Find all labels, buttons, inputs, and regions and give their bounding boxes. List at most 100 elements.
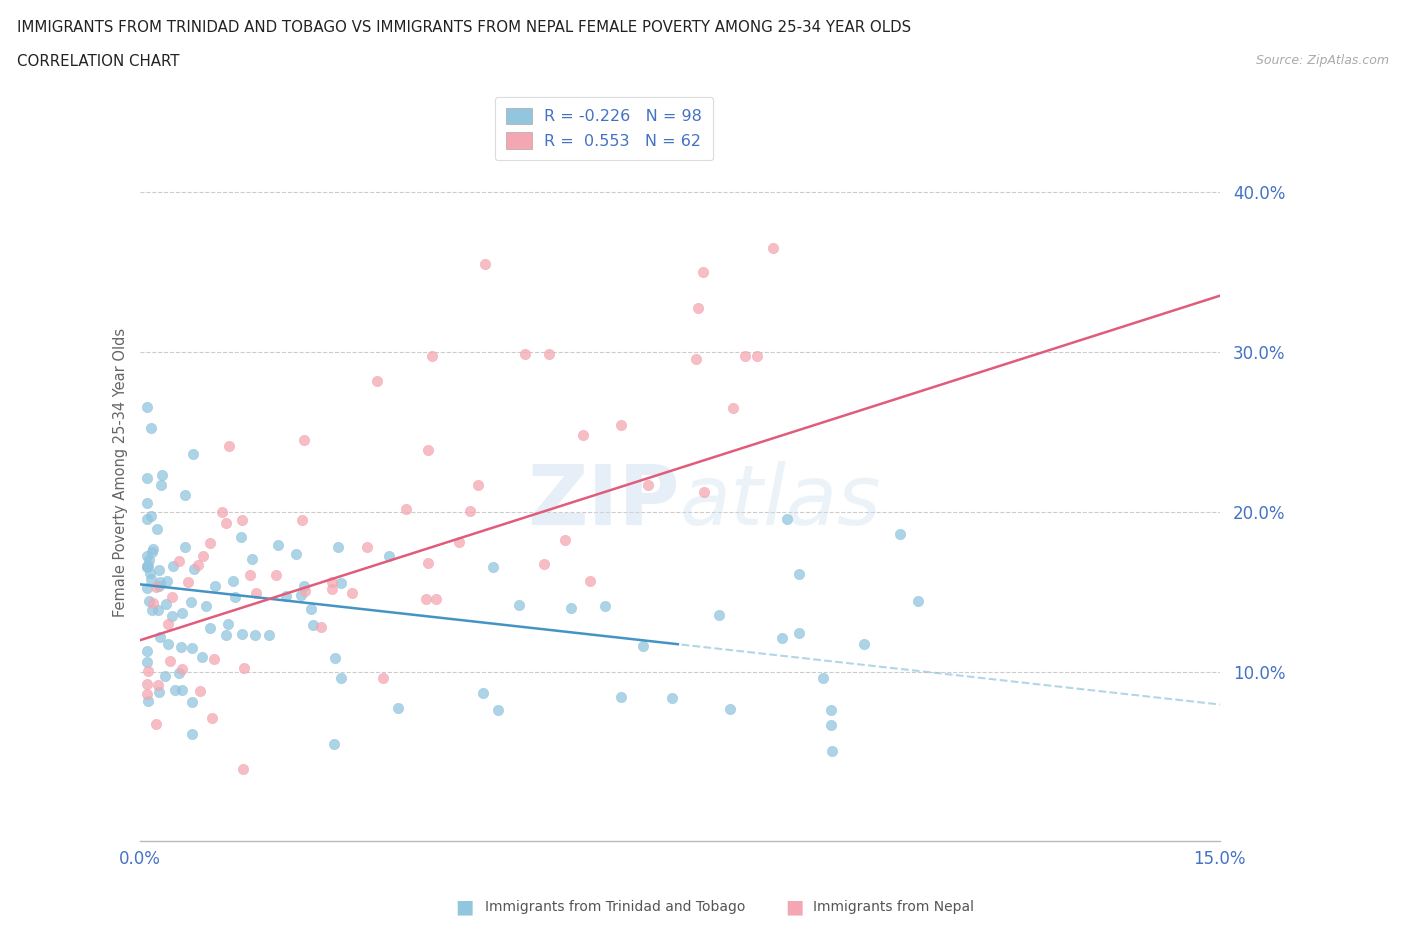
- Point: [224, 590, 246, 604]
- Point: [135, 687, 157, 702]
- Point: [181, 641, 204, 656]
- Point: [139, 565, 162, 580]
- Point: [135, 495, 157, 510]
- Point: [141, 420, 163, 435]
- Point: [201, 711, 224, 725]
- Point: [533, 557, 555, 572]
- Point: [394, 501, 416, 516]
- Point: [215, 516, 238, 531]
- Point: [718, 702, 741, 717]
- Point: [820, 718, 842, 733]
- Point: [458, 504, 481, 519]
- Point: [188, 684, 211, 698]
- Text: ■: ■: [785, 897, 804, 916]
- Point: [907, 594, 929, 609]
- Point: [366, 374, 388, 389]
- Point: [135, 559, 157, 574]
- Point: [170, 639, 193, 654]
- Point: [136, 694, 159, 709]
- Point: [447, 534, 470, 549]
- Point: [387, 701, 409, 716]
- Point: [486, 703, 509, 718]
- Point: [177, 575, 200, 590]
- Point: [141, 509, 163, 524]
- Point: [138, 552, 160, 567]
- Point: [194, 598, 217, 613]
- Point: [138, 664, 160, 679]
- Point: [707, 607, 730, 622]
- Point: [579, 573, 602, 588]
- Point: [610, 689, 633, 704]
- Point: [290, 588, 312, 603]
- Text: ■: ■: [454, 897, 474, 916]
- Text: CORRELATION CHART: CORRELATION CHART: [17, 54, 180, 69]
- Point: [294, 583, 316, 598]
- Point: [136, 559, 159, 574]
- Point: [218, 438, 240, 453]
- Point: [309, 619, 332, 634]
- Point: [163, 683, 186, 698]
- Point: [181, 726, 204, 741]
- Point: [231, 627, 253, 642]
- Point: [142, 595, 165, 610]
- Point: [685, 352, 707, 366]
- Point: [292, 578, 315, 593]
- Point: [811, 671, 834, 685]
- Point: [820, 743, 842, 758]
- Point: [259, 628, 281, 643]
- Point: [136, 580, 159, 595]
- Point: [560, 600, 582, 615]
- Point: [747, 349, 769, 364]
- Point: [537, 347, 560, 362]
- Point: [233, 660, 256, 675]
- Point: [198, 536, 221, 551]
- Point: [191, 549, 214, 564]
- Point: [170, 661, 193, 676]
- Point: [145, 579, 167, 594]
- Point: [148, 684, 170, 699]
- Point: [202, 651, 225, 666]
- Point: [276, 589, 298, 604]
- Point: [415, 592, 437, 607]
- Point: [211, 505, 233, 520]
- Point: [159, 654, 181, 669]
- Point: [187, 558, 209, 573]
- Point: [416, 443, 439, 458]
- Point: [373, 671, 395, 685]
- Point: [323, 650, 346, 665]
- Point: [145, 717, 167, 732]
- Point: [789, 566, 811, 581]
- Point: [609, 418, 631, 433]
- Point: [156, 636, 179, 651]
- Point: [135, 512, 157, 526]
- Point: [342, 586, 364, 601]
- Point: [183, 446, 205, 461]
- Point: [245, 627, 267, 642]
- Point: [183, 562, 205, 577]
- Point: [217, 617, 239, 631]
- Point: [593, 599, 616, 614]
- Point: [820, 703, 842, 718]
- Point: [173, 487, 195, 502]
- Point: [572, 427, 595, 442]
- Text: atlas: atlas: [679, 461, 882, 542]
- Point: [231, 512, 253, 527]
- Point: [169, 553, 191, 568]
- Point: [139, 571, 162, 586]
- Point: [167, 666, 190, 681]
- Point: [299, 602, 322, 617]
- Point: [150, 478, 173, 493]
- Point: [245, 585, 267, 600]
- Point: [378, 548, 401, 563]
- Point: [508, 598, 530, 613]
- Point: [146, 602, 169, 617]
- Text: Immigrants from Nepal: Immigrants from Nepal: [813, 899, 974, 914]
- Point: [467, 477, 489, 492]
- Point: [239, 568, 262, 583]
- Point: [149, 575, 172, 590]
- Point: [329, 671, 352, 685]
- Point: [292, 432, 315, 447]
- Point: [692, 485, 714, 499]
- Point: [266, 567, 288, 582]
- Point: [135, 559, 157, 574]
